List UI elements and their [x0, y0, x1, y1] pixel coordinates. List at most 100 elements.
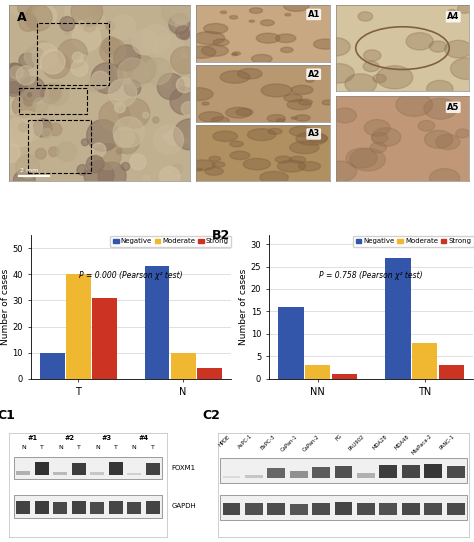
Circle shape [77, 165, 88, 175]
Circle shape [229, 16, 237, 19]
Circle shape [16, 66, 36, 85]
Circle shape [243, 158, 271, 170]
Circle shape [73, 23, 101, 51]
Circle shape [372, 132, 388, 143]
Circle shape [176, 77, 192, 93]
Circle shape [191, 160, 215, 170]
Circle shape [205, 167, 223, 175]
Bar [35, 462, 49, 475]
Circle shape [98, 162, 126, 190]
Circle shape [102, 37, 120, 54]
Circle shape [19, 14, 37, 31]
Circle shape [115, 102, 126, 113]
Circle shape [196, 169, 202, 171]
Bar [424, 464, 442, 478]
Circle shape [114, 45, 140, 71]
Bar [17, 471, 30, 475]
Text: 2 mm: 2 mm [20, 167, 38, 172]
Bar [357, 473, 375, 478]
Bar [66, 274, 91, 379]
Circle shape [424, 130, 453, 149]
Circle shape [90, 14, 106, 30]
Circle shape [80, 55, 88, 62]
Circle shape [33, 119, 52, 137]
Circle shape [436, 134, 460, 150]
Circle shape [43, 52, 70, 79]
Text: FG: FG [335, 434, 344, 442]
Circle shape [291, 117, 297, 119]
Circle shape [267, 114, 285, 122]
Circle shape [82, 139, 89, 146]
Circle shape [182, 53, 187, 58]
Circle shape [176, 25, 190, 39]
Circle shape [211, 117, 229, 124]
Text: C1: C1 [0, 409, 15, 422]
Circle shape [68, 16, 80, 28]
Circle shape [346, 148, 377, 168]
Circle shape [32, 43, 59, 69]
Circle shape [199, 112, 223, 122]
Circle shape [6, 82, 21, 96]
Y-axis label: Number of cases: Number of cases [0, 269, 9, 345]
Circle shape [285, 14, 291, 16]
Circle shape [364, 120, 390, 136]
Text: N: N [95, 445, 100, 450]
Bar [27, 120, 91, 172]
Circle shape [9, 63, 21, 75]
Bar [424, 503, 442, 515]
Text: PANC-1: PANC-1 [438, 434, 456, 451]
Circle shape [36, 149, 46, 159]
Text: T: T [151, 445, 155, 450]
Circle shape [19, 77, 46, 102]
Circle shape [42, 128, 52, 138]
Circle shape [25, 5, 52, 31]
Circle shape [277, 160, 306, 172]
Text: C2: C2 [203, 409, 220, 422]
Circle shape [363, 61, 379, 72]
Bar [36, 23, 109, 85]
Circle shape [16, 155, 40, 178]
Circle shape [220, 71, 250, 83]
Circle shape [281, 47, 293, 53]
Circle shape [396, 93, 433, 117]
Circle shape [296, 132, 327, 145]
Circle shape [109, 79, 137, 107]
Circle shape [130, 154, 146, 170]
Text: HPDE: HPDE [218, 434, 231, 447]
Bar [54, 501, 67, 514]
Circle shape [249, 20, 255, 22]
Circle shape [373, 74, 386, 83]
Circle shape [424, 98, 457, 119]
Text: #3: #3 [101, 435, 111, 441]
Circle shape [58, 39, 87, 68]
Circle shape [86, 156, 104, 173]
Circle shape [171, 4, 191, 24]
Circle shape [118, 58, 148, 88]
Circle shape [284, 94, 302, 102]
Bar [14, 456, 162, 480]
Circle shape [174, 119, 206, 150]
Text: A: A [17, 11, 27, 24]
Circle shape [233, 52, 240, 55]
Bar [312, 503, 330, 515]
Circle shape [45, 82, 68, 106]
Circle shape [65, 2, 90, 26]
Circle shape [124, 80, 141, 96]
Circle shape [65, 30, 69, 35]
Circle shape [429, 41, 447, 52]
Circle shape [9, 0, 26, 15]
Circle shape [232, 53, 237, 56]
Bar [90, 472, 104, 475]
Text: A1: A1 [308, 10, 320, 19]
Circle shape [0, 63, 30, 93]
Text: T: T [40, 445, 44, 450]
Bar [17, 501, 30, 514]
Circle shape [290, 126, 313, 137]
Circle shape [60, 17, 75, 31]
Circle shape [287, 100, 311, 109]
Circle shape [456, 129, 469, 138]
Circle shape [19, 53, 35, 69]
Circle shape [0, 144, 20, 163]
Bar [447, 502, 465, 515]
Bar [72, 463, 86, 475]
